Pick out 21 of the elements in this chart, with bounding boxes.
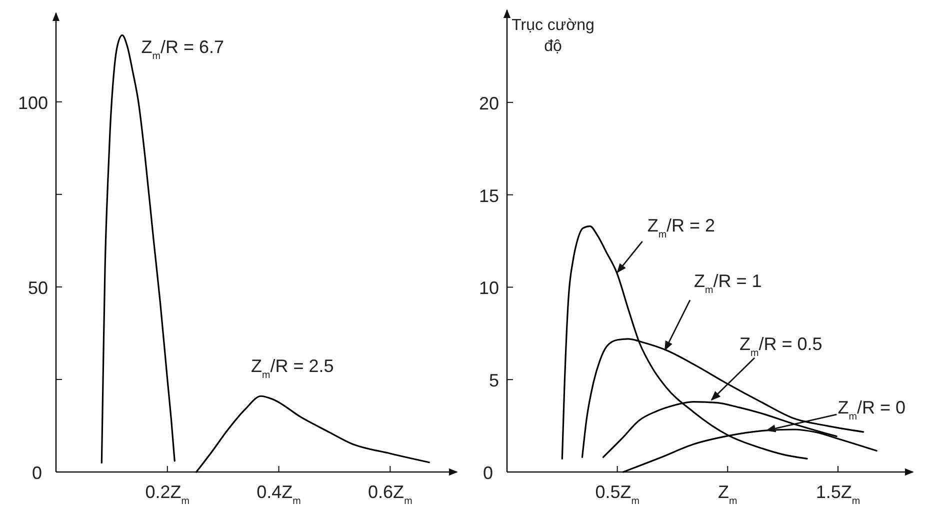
y-tick-label: 0 xyxy=(482,463,493,483)
annotation: Z$_{m}$/R = 1 xyxy=(694,271,762,296)
x-tick-label: 0.6Z$_{m}$ xyxy=(368,482,412,506)
y-tick-label: 10 xyxy=(478,278,499,298)
x-tick-label: 1.5Z$_{m}$ xyxy=(816,482,860,506)
annotation: Z$_{m}$/R = 6.7 xyxy=(141,37,224,62)
annotation: Z$_{m}$/R = 2.5 xyxy=(250,356,334,381)
x-tick-label: 0.2Z$_{m}$ xyxy=(145,482,190,506)
y-tick-label: 50 xyxy=(28,278,48,298)
x-tick-label: Z$_{m}$ xyxy=(718,482,738,506)
x-tick-label: 0.4Z$_{m}$ xyxy=(256,482,301,506)
annotation: Z$_{m}$/R = 0 xyxy=(838,397,906,422)
y-tick-label: 15 xyxy=(478,186,499,206)
y-axis-title: Trục cường độ xyxy=(512,17,594,55)
y-tick-label: 5 xyxy=(488,370,499,391)
annotation: Z$_{m}$/R = 0.5 xyxy=(740,334,822,358)
x-tick-label: 0.5Z$_{m}$ xyxy=(595,482,640,506)
y-tick-label: 20 xyxy=(478,93,499,114)
y-tick-label: 100 xyxy=(18,92,48,113)
annotation: Z$_{m}$/R = 2 xyxy=(647,215,716,240)
y-tick-label: 0 xyxy=(32,463,42,483)
